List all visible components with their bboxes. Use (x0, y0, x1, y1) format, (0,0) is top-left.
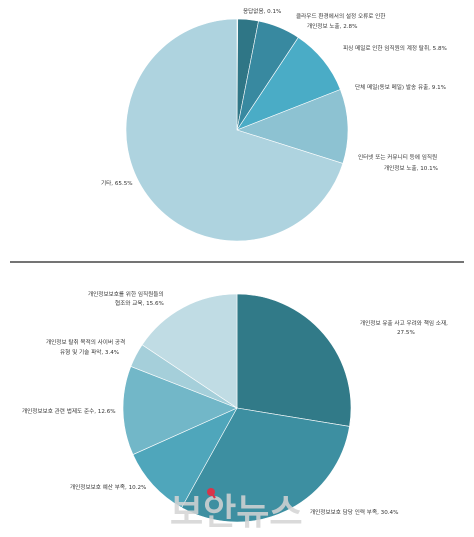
slice-label-budget: 개인정보보호 예산 부족, 10.2% (70, 483, 146, 491)
slice-label-legal-compliance: 개인정보보호 관련 법제도 준수, 12.6% (22, 407, 116, 415)
pie-chart-1-labels: 응답없음, 0.1% 클라우드 환경에서의 설정 오류로 인한 개인정보 노출,… (101, 7, 447, 187)
slice-label-phishing: 피싱 메일로 인한 임직원의 계정 탈취, 5.8% (343, 44, 447, 52)
slice-label-breach-responsibility-line2: 27.5% (397, 330, 415, 336)
slice-label-breach-responsibility-line1: 개인정보 유출 사고 우려와 책임 소재, (360, 319, 448, 327)
pie-chart-2-labels: 개인정보보호를 위한 임직원들의 협조와 교육, 15.6% 개인정보 유출 사… (22, 290, 448, 516)
slice-label-internet-exposure-line1: 인터넷 또는 커뮤니티 등에 임직원 (358, 153, 437, 161)
pie2-slice-1 (181, 407, 350, 523)
slice-label-staff-shortage: 개인정보보호 담당 인력 부족, 30.4% (310, 508, 398, 516)
slice-label-cyber-attack-line2: 유형 및 기술 파악, 3.4% (60, 348, 119, 356)
slice-label-cloud-misconfig-line1: 클라우드 환경에서의 설정 오류로 인한 (296, 12, 385, 20)
pie1-slice-4 (236, 89, 349, 164)
watermark-text: 보안뉴스 (170, 492, 302, 533)
slice-label-cloud-misconfig-line2: 개인정보 노출, 2.8% (307, 22, 357, 30)
slice-label-education-line2: 협조와 교육, 15.6% (115, 299, 164, 307)
slice-label-no-response: 응답없음, 0.1% (243, 7, 281, 15)
pie1-slice-5 (125, 18, 344, 242)
pie2-slice-3 (122, 366, 238, 455)
slice-label-other: 기타, 65.5% (101, 179, 133, 187)
pie-chart-protection-difficulties (122, 293, 352, 523)
watermark-logo: 보안뉴스 (170, 488, 302, 533)
pie-chart-incident-causes (125, 18, 349, 242)
pie2-slice-2 (132, 407, 238, 509)
watermark-red-stroke (210, 491, 216, 499)
slice-label-cyber-attack-line1: 개인정보 탈취 목적의 사이버 공격 (46, 338, 125, 346)
pie2-slice-5 (141, 293, 238, 409)
slice-label-mass-mail: 단체 메일(동보 메일) 발송 유출, 9.1% (355, 83, 446, 91)
slice-label-internet-exposure-line2: 개인정보 노출, 10.1% (384, 164, 438, 172)
pie2-slice-0 (236, 293, 352, 427)
slice-label-education-line1: 개인정보보호를 위한 임직원들의 (88, 290, 164, 298)
